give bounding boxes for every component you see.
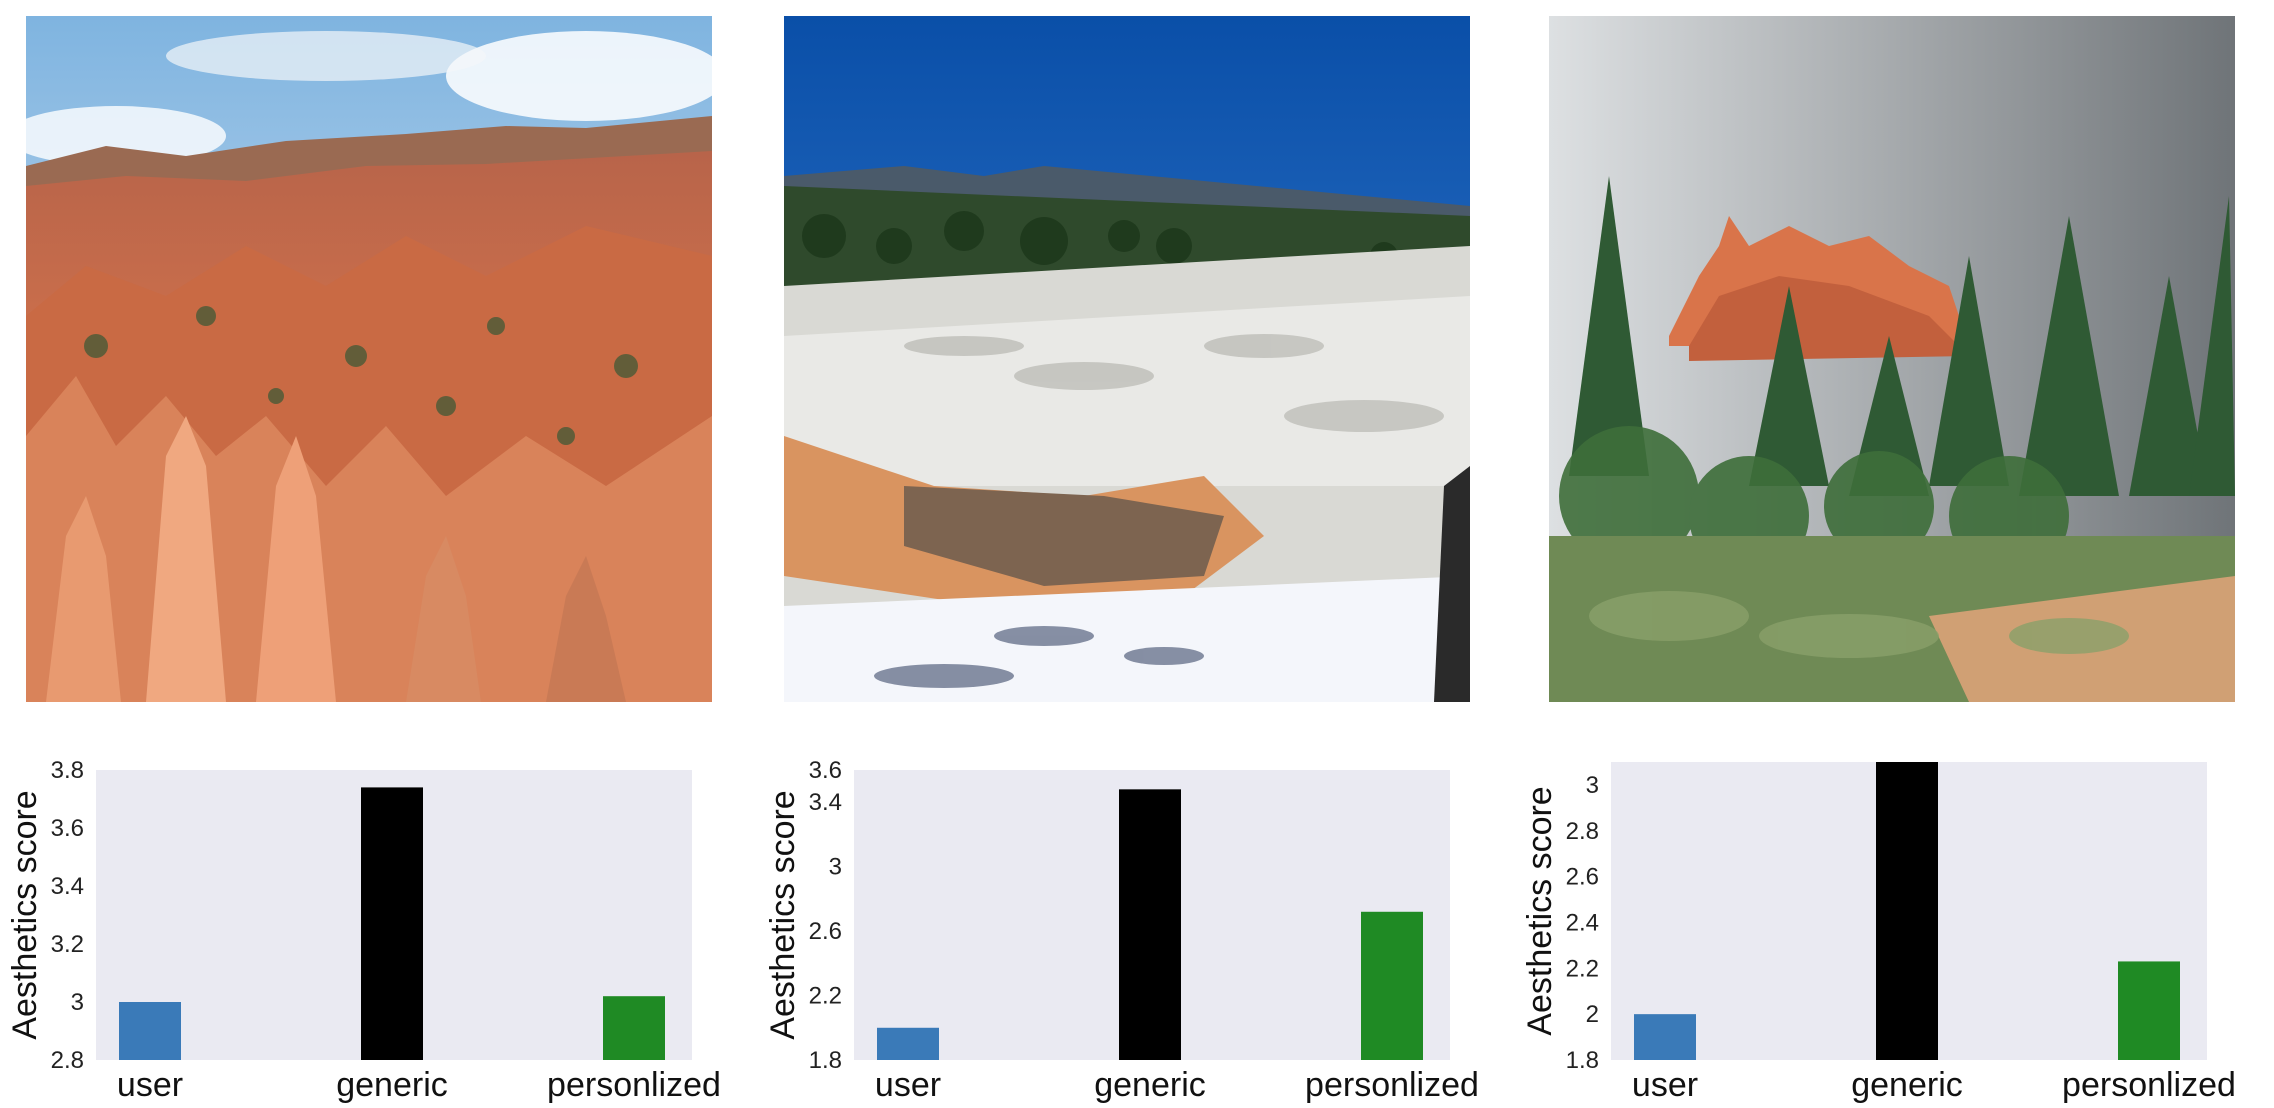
bar-user [1634,1014,1696,1060]
y-tick-label: 2.8 [1566,818,1599,845]
x-tick-label-generic: generic [336,1066,448,1104]
bar-personlized [603,996,665,1060]
y-tick-label: 3.2 [51,931,84,958]
x-tick-label-user: user [117,1066,183,1104]
bar-user [877,1027,939,1060]
bar-user [119,1002,181,1060]
y-tick-label: 2.6 [809,918,842,945]
x-tick-label-personlized: personlized [1305,1066,1479,1104]
bar-chart-2: 1.8 2.2 2.6 3 3.4 3.6 user generic personlized Ae… [764,757,1479,1104]
bar-personlized [1361,911,1423,1060]
y-tick-label: 2.4 [1566,909,1599,936]
bar-chart-1: 2.8 3 3.2 3.4 3.6 3.8 user generic personlized Ae… [6,757,721,1104]
y-tick-label: 3 [1586,772,1599,799]
y-tick-label: 1.8 [809,1047,842,1074]
y-axis-label: Aesthetics score [6,790,44,1039]
score-chart-2: 1.8 2.2 2.6 3 3.4 3.6 user generic personlized Ae… [758,740,1518,1108]
x-tick-label-personlized: personlized [547,1066,721,1104]
y-tick-label: 3.4 [51,873,84,900]
bar-generic [1119,789,1181,1060]
score-chart-3: 1.8 2 2.2 2.4 2.6 2.8 3 user generic personlized A… [1515,740,2274,1108]
canyon-photo [26,16,712,702]
y-tick-label: 2.8 [51,1047,84,1074]
x-tick-label-user: user [1632,1066,1698,1104]
x-tick-label-generic: generic [1851,1066,1963,1104]
forest-rock-photo [1549,16,2235,702]
y-tick-label: 2.2 [1566,955,1599,982]
x-tick-label-personlized: personlized [2062,1066,2236,1104]
y-tick-label: 3.8 [51,757,84,784]
bar-generic [1876,762,1938,1060]
y-tick-label: 3.6 [809,757,842,784]
y-tick-label: 2 [1586,1001,1599,1028]
y-tick-label: 3.4 [809,789,842,816]
terrace-photo [784,16,1470,702]
bar-generic [361,787,423,1060]
y-tick-label: 1.8 [1566,1047,1599,1074]
y-axis-label: Aesthetics score [1521,786,1559,1035]
bar-chart-3: 1.8 2 2.2 2.4 2.6 2.8 3 user generic personlized A… [1521,762,2236,1104]
y-tick-label: 3 [829,854,842,881]
y-tick-label: 3 [71,989,84,1016]
x-tick-label-generic: generic [1094,1066,1206,1104]
y-tick-label: 2.2 [809,983,842,1010]
y-tick-label: 3.6 [51,815,84,842]
bar-personlized [2118,961,2180,1060]
x-tick-label-user: user [875,1066,941,1104]
y-axis-label: Aesthetics score [764,790,802,1039]
score-chart-1: 2.8 3 3.2 3.4 3.6 3.8 user generic personlized Ae… [0,740,760,1108]
y-tick-label: 2.6 [1566,864,1599,891]
